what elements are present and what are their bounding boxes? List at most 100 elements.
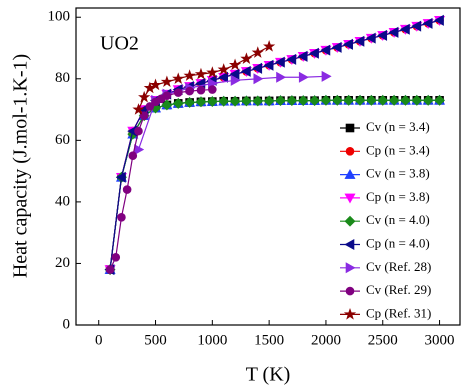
- marker: [354, 35, 365, 47]
- marker: [115, 171, 126, 183]
- marker: [331, 94, 343, 106]
- marker: [217, 63, 230, 75]
- legend-label: Cv (Ref. 28): [366, 259, 431, 274]
- legend-label: Cv (n = 3.4): [366, 119, 430, 134]
- marker: [240, 65, 251, 77]
- y-tick-label: 0: [63, 316, 71, 332]
- marker: [422, 94, 434, 106]
- marker: [145, 102, 155, 111]
- marker: [196, 85, 206, 95]
- x-tick-label: 500: [144, 332, 167, 348]
- legend-marker: [345, 262, 356, 274]
- marker: [354, 94, 366, 106]
- marker: [228, 58, 242, 71]
- marker: [297, 50, 308, 62]
- marker: [208, 85, 217, 94]
- marker: [286, 53, 297, 65]
- marker: [195, 96, 207, 108]
- marker: [172, 72, 185, 84]
- marker: [122, 185, 132, 194]
- x-tick-label: 0: [95, 332, 103, 348]
- legend-label: Cp (n = 4.0): [366, 235, 430, 250]
- legend-marker: [344, 168, 356, 179]
- legend-label: Cv (Ref. 29): [366, 282, 431, 297]
- marker: [240, 95, 252, 107]
- legend-label: Cv (n = 4.0): [366, 212, 430, 227]
- marker: [274, 56, 285, 68]
- marker: [138, 90, 151, 103]
- marker: [286, 95, 298, 107]
- marker: [206, 96, 218, 107]
- marker: [411, 20, 422, 32]
- marker: [149, 78, 162, 91]
- marker: [229, 68, 240, 80]
- marker: [134, 126, 143, 136]
- marker: [173, 88, 183, 97]
- x-tick-label: 1000: [197, 332, 227, 348]
- marker: [184, 97, 196, 108]
- marker: [263, 59, 274, 71]
- y-tick-label: 100: [48, 9, 71, 25]
- marker: [172, 97, 184, 109]
- marker: [275, 95, 286, 107]
- marker: [230, 74, 241, 86]
- marker: [365, 32, 376, 44]
- marker: [320, 94, 332, 106]
- legend-marker: [345, 286, 355, 296]
- marker: [162, 91, 172, 101]
- legend-label: Cv (n = 3.8): [366, 166, 430, 181]
- marker: [229, 95, 241, 107]
- marker: [111, 252, 121, 262]
- legend-box: [336, 116, 458, 322]
- marker: [399, 23, 410, 35]
- marker: [331, 41, 342, 53]
- marker: [422, 17, 433, 29]
- marker: [263, 40, 276, 52]
- marker: [161, 99, 173, 111]
- x-tick-label: 3000: [425, 332, 455, 348]
- marker: [185, 86, 194, 96]
- marker: [365, 94, 377, 106]
- marker: [309, 95, 321, 107]
- series-line: [137, 75, 326, 150]
- marker: [343, 38, 353, 50]
- marker: [132, 103, 145, 115]
- plot-frame: [75, 7, 461, 326]
- legend-marker: [344, 238, 355, 251]
- y-tick-label: 80: [55, 70, 70, 86]
- marker: [252, 62, 263, 74]
- marker: [276, 71, 287, 83]
- marker: [117, 212, 126, 222]
- chart-title: UO2: [100, 33, 139, 55]
- marker: [321, 70, 332, 82]
- legend-marker: [344, 193, 356, 204]
- marker: [218, 71, 228, 83]
- marker: [400, 94, 411, 106]
- y-tick-label: 60: [55, 132, 70, 148]
- marker: [377, 94, 389, 106]
- legend-marker: [345, 123, 355, 133]
- legend-marker: [343, 307, 357, 320]
- marker: [388, 94, 400, 106]
- y-axis-label: Heat capacity (J.mol-1.K-1): [10, 54, 32, 278]
- marker: [105, 265, 115, 274]
- marker: [434, 94, 445, 106]
- x-tick-label: 1500: [254, 332, 284, 348]
- marker: [218, 95, 230, 107]
- legend-label: Cp (n = 3.8): [366, 189, 430, 204]
- marker: [308, 47, 319, 59]
- marker: [263, 95, 275, 107]
- marker: [298, 71, 309, 83]
- marker: [388, 26, 399, 38]
- y-tick-label: 20: [55, 255, 70, 271]
- legend-marker: [344, 215, 356, 227]
- marker: [297, 95, 309, 107]
- marker: [160, 75, 173, 88]
- marker: [252, 95, 264, 107]
- legend-label: Cp (n = 3.4): [366, 142, 430, 157]
- marker: [411, 94, 423, 106]
- legend-marker: [345, 147, 355, 156]
- marker: [251, 46, 264, 58]
- x-axis-label: T (K): [246, 364, 291, 386]
